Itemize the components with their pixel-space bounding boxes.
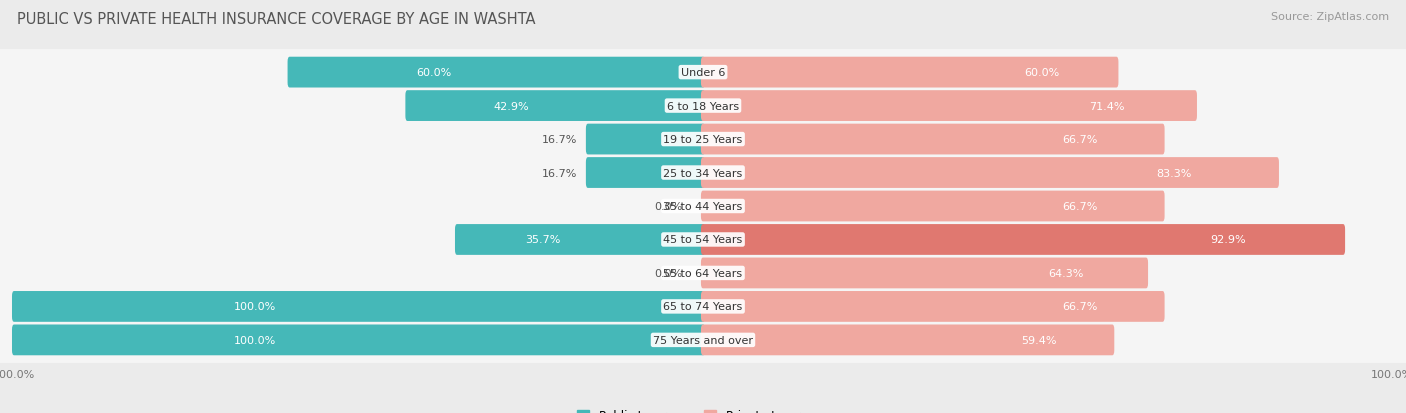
Text: 92.9%: 92.9% — [1211, 235, 1246, 245]
Text: 100.0%: 100.0% — [233, 335, 277, 345]
Text: 83.3%: 83.3% — [1156, 168, 1191, 178]
FancyBboxPatch shape — [0, 50, 1406, 96]
Text: 71.4%: 71.4% — [1088, 101, 1125, 112]
Text: 60.0%: 60.0% — [1025, 68, 1060, 78]
FancyBboxPatch shape — [0, 217, 1406, 263]
Text: 45 to 54 Years: 45 to 54 Years — [664, 235, 742, 245]
FancyBboxPatch shape — [702, 258, 1149, 289]
FancyBboxPatch shape — [586, 158, 704, 188]
Text: 60.0%: 60.0% — [416, 68, 451, 78]
Text: 75 Years and over: 75 Years and over — [652, 335, 754, 345]
FancyBboxPatch shape — [586, 124, 704, 155]
Text: 65 to 74 Years: 65 to 74 Years — [664, 301, 742, 312]
FancyBboxPatch shape — [0, 183, 1406, 230]
FancyBboxPatch shape — [702, 158, 1279, 188]
FancyBboxPatch shape — [0, 284, 1406, 330]
FancyBboxPatch shape — [456, 225, 704, 255]
Text: 19 to 25 Years: 19 to 25 Years — [664, 135, 742, 145]
FancyBboxPatch shape — [0, 150, 1406, 196]
Text: 42.9%: 42.9% — [494, 101, 529, 112]
FancyBboxPatch shape — [702, 57, 1118, 88]
Text: 100.0%: 100.0% — [233, 301, 277, 312]
Text: 55 to 64 Years: 55 to 64 Years — [664, 268, 742, 278]
FancyBboxPatch shape — [13, 291, 704, 322]
FancyBboxPatch shape — [0, 317, 1406, 363]
Text: 25 to 34 Years: 25 to 34 Years — [664, 168, 742, 178]
FancyBboxPatch shape — [702, 124, 1164, 155]
Text: 0.0%: 0.0% — [654, 268, 682, 278]
FancyBboxPatch shape — [405, 91, 704, 122]
Text: 0.0%: 0.0% — [654, 202, 682, 211]
Text: Source: ZipAtlas.com: Source: ZipAtlas.com — [1271, 12, 1389, 22]
FancyBboxPatch shape — [288, 57, 704, 88]
FancyBboxPatch shape — [13, 325, 704, 356]
Text: PUBLIC VS PRIVATE HEALTH INSURANCE COVERAGE BY AGE IN WASHTA: PUBLIC VS PRIVATE HEALTH INSURANCE COVER… — [17, 12, 536, 27]
Text: 64.3%: 64.3% — [1049, 268, 1084, 278]
FancyBboxPatch shape — [702, 191, 1164, 222]
Text: Under 6: Under 6 — [681, 68, 725, 78]
Text: 35 to 44 Years: 35 to 44 Years — [664, 202, 742, 211]
Text: 35.7%: 35.7% — [526, 235, 561, 245]
FancyBboxPatch shape — [702, 291, 1164, 322]
Text: 16.7%: 16.7% — [541, 168, 576, 178]
Text: 66.7%: 66.7% — [1062, 135, 1098, 145]
FancyBboxPatch shape — [0, 83, 1406, 129]
Legend: Public Insurance, Private Insurance: Public Insurance, Private Insurance — [572, 404, 834, 413]
FancyBboxPatch shape — [702, 225, 1346, 255]
FancyBboxPatch shape — [0, 250, 1406, 296]
Text: 66.7%: 66.7% — [1062, 202, 1098, 211]
FancyBboxPatch shape — [702, 325, 1115, 356]
FancyBboxPatch shape — [702, 91, 1197, 122]
Text: 59.4%: 59.4% — [1021, 335, 1056, 345]
FancyBboxPatch shape — [0, 117, 1406, 163]
Text: 16.7%: 16.7% — [541, 135, 576, 145]
Text: 66.7%: 66.7% — [1062, 301, 1098, 312]
Text: 6 to 18 Years: 6 to 18 Years — [666, 101, 740, 112]
